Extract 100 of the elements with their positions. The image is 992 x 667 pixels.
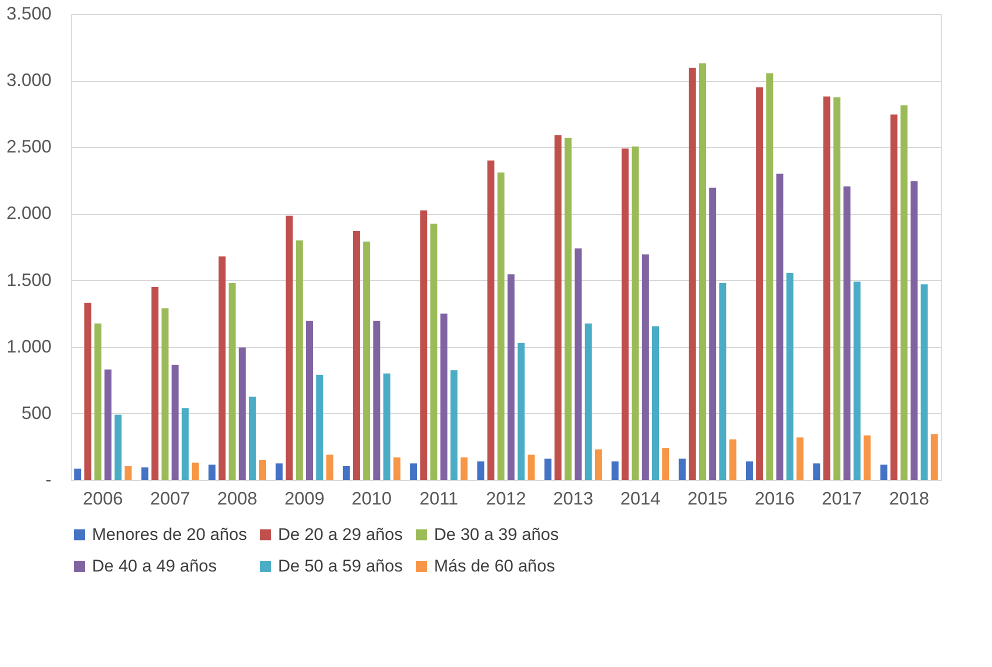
y-tick-label: 3.500 bbox=[6, 4, 52, 24]
legend-label: De 30 a 39 años bbox=[434, 524, 559, 544]
bar bbox=[766, 73, 774, 480]
x-tick-label: 2016 bbox=[754, 488, 795, 508]
x-tick-label: 2009 bbox=[284, 488, 324, 508]
bar bbox=[248, 396, 256, 480]
bar bbox=[238, 348, 246, 480]
bar bbox=[900, 105, 908, 480]
bar bbox=[316, 374, 324, 480]
bar bbox=[104, 369, 112, 480]
bar bbox=[880, 464, 888, 480]
bar bbox=[182, 408, 189, 480]
bar bbox=[890, 114, 898, 480]
x-tick-label: 2011 bbox=[419, 488, 458, 508]
bar bbox=[383, 373, 390, 480]
bar bbox=[84, 302, 92, 480]
bar bbox=[363, 242, 370, 480]
bar bbox=[813, 463, 820, 480]
bar bbox=[729, 439, 736, 480]
bar bbox=[930, 434, 938, 480]
bar bbox=[286, 216, 293, 480]
bar bbox=[688, 68, 696, 480]
bar bbox=[296, 240, 303, 480]
bar bbox=[393, 457, 400, 480]
bar bbox=[306, 320, 314, 480]
bar bbox=[554, 135, 562, 480]
bar bbox=[141, 467, 148, 480]
bar bbox=[518, 342, 525, 480]
legend-label: De 40 a 49 años bbox=[92, 556, 217, 576]
y-tick-label: 1.000 bbox=[6, 336, 52, 356]
bar bbox=[326, 454, 334, 480]
x-tick-label: 2017 bbox=[822, 488, 862, 508]
bar bbox=[786, 272, 794, 480]
bar bbox=[662, 448, 670, 480]
x-tick-label: 2008 bbox=[217, 488, 258, 508]
bar bbox=[833, 97, 840, 480]
bar bbox=[259, 460, 266, 480]
bar bbox=[652, 326, 660, 480]
bar bbox=[430, 224, 438, 480]
bar bbox=[373, 320, 380, 480]
bar bbox=[228, 282, 236, 480]
bar bbox=[508, 274, 515, 480]
bar bbox=[151, 286, 158, 480]
bar bbox=[352, 231, 360, 480]
bar bbox=[698, 63, 706, 480]
bar bbox=[450, 370, 458, 480]
bar bbox=[74, 468, 82, 480]
bar bbox=[709, 188, 716, 480]
y-tick-label: 3.000 bbox=[6, 70, 52, 90]
bar bbox=[796, 437, 804, 480]
bar bbox=[910, 181, 918, 480]
bar bbox=[594, 449, 602, 480]
x-tick-label: 2013 bbox=[553, 488, 594, 508]
bar bbox=[208, 464, 216, 480]
bar bbox=[544, 458, 552, 480]
legend-label: Menores de 20 años bbox=[92, 524, 247, 544]
bar bbox=[843, 186, 850, 480]
bar bbox=[528, 454, 535, 480]
bar bbox=[192, 462, 199, 480]
bar bbox=[440, 314, 448, 480]
bar bbox=[124, 466, 132, 480]
bar bbox=[584, 324, 592, 480]
bar bbox=[218, 256, 226, 480]
x-tick-label: 2006 bbox=[82, 488, 123, 508]
bar bbox=[94, 324, 102, 480]
bar bbox=[162, 308, 169, 480]
bar bbox=[612, 461, 619, 480]
bar bbox=[632, 146, 639, 480]
y-tick-label: 2.000 bbox=[6, 203, 52, 224]
bar bbox=[487, 160, 494, 480]
bar bbox=[622, 148, 629, 480]
bar bbox=[920, 284, 928, 480]
bar bbox=[410, 463, 418, 480]
x-tick-label: 2010 bbox=[352, 488, 392, 508]
legend-label: De 20 a 29 años bbox=[278, 524, 403, 544]
y-tick-label: 2.500 bbox=[6, 136, 52, 157]
y-tick-label: - bbox=[46, 470, 52, 490]
bar bbox=[678, 458, 686, 480]
y-tick-label: 500 bbox=[21, 402, 52, 423]
bar bbox=[864, 435, 871, 480]
bar bbox=[642, 254, 649, 480]
bar bbox=[172, 364, 179, 480]
bar bbox=[420, 210, 428, 480]
bar bbox=[823, 96, 830, 480]
x-tick-label: 2007 bbox=[150, 488, 190, 508]
bar bbox=[854, 282, 861, 480]
bar bbox=[114, 414, 122, 480]
legend-label: De 50 a 59 años bbox=[278, 556, 403, 576]
bar bbox=[756, 87, 764, 480]
bar bbox=[342, 466, 350, 480]
x-tick-label: 2015 bbox=[688, 488, 728, 508]
bar bbox=[719, 282, 726, 480]
bar bbox=[574, 248, 582, 480]
bar bbox=[497, 172, 504, 480]
bar bbox=[564, 138, 572, 480]
bar bbox=[776, 174, 784, 480]
y-tick-label: 1.500 bbox=[6, 270, 52, 290]
x-tick-label: 2014 bbox=[620, 488, 660, 508]
legend-label: Más de 60 años bbox=[434, 556, 555, 576]
bar bbox=[460, 457, 468, 480]
